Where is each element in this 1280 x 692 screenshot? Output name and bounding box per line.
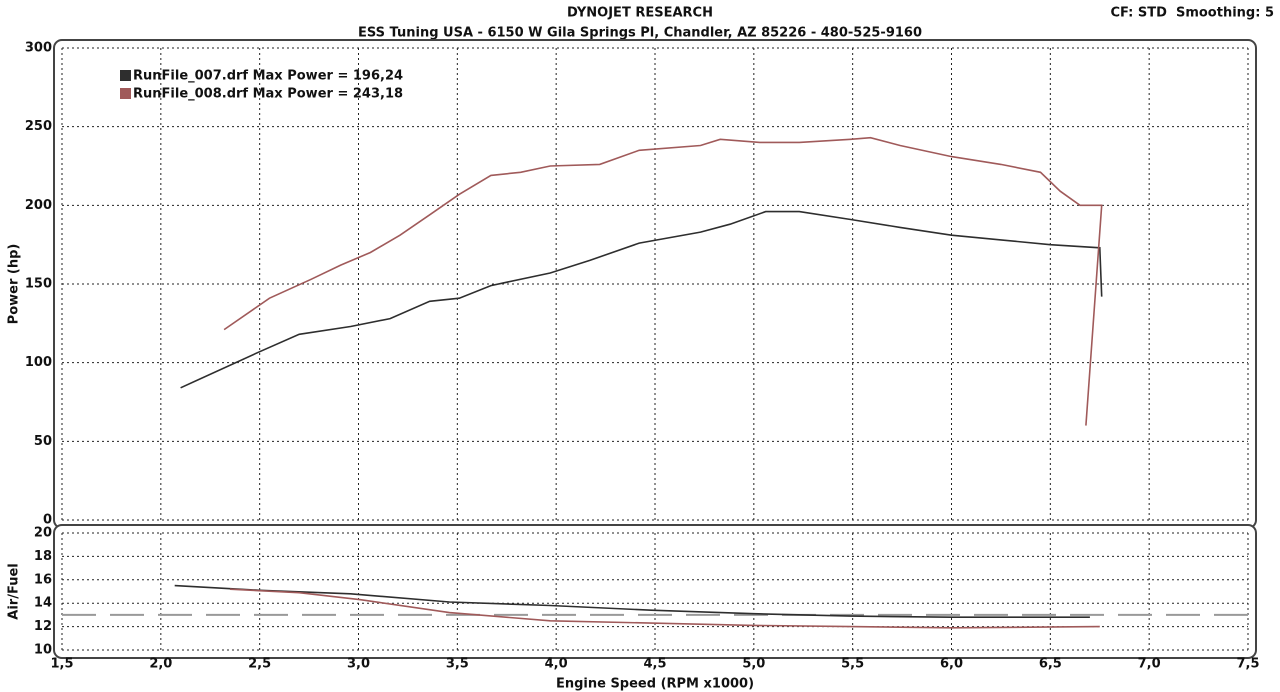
x-axis-label: Engine Speed (RPM x1000) — [556, 677, 754, 692]
y-tick-label: 12 — [34, 619, 52, 634]
x-tick-label: 6,5 — [1039, 657, 1062, 672]
x-tick-label: 5,5 — [841, 657, 864, 672]
x-tick-label: 3,0 — [347, 657, 370, 672]
series-line — [229, 588, 1100, 629]
y-tick-label: 200 — [25, 198, 52, 213]
x-tick-label: 2,0 — [149, 657, 172, 672]
y-axis-label: Power (hp) — [7, 244, 22, 325]
y-tick-label: 16 — [34, 572, 52, 587]
x-tick-label: 3,5 — [446, 657, 469, 672]
y-tick-label: 14 — [34, 596, 52, 611]
legend-entry: RunFile_007.drf Max Power = 196,24 — [133, 69, 403, 84]
y-tick-label: 300 — [25, 41, 52, 56]
y-tick-label: 20 — [34, 526, 52, 541]
x-tick-label: 5,0 — [742, 657, 765, 672]
settings-annotation: CF: STD Smoothing: 5 — [1110, 6, 1274, 21]
y-tick-label: 18 — [34, 549, 52, 564]
x-tick-label: 1,5 — [50, 657, 73, 672]
plot-frame — [53, 524, 1257, 659]
legend-swatch — [120, 88, 131, 99]
x-tick-label: 7,5 — [1236, 657, 1259, 672]
chart-subtitle: ESS Tuning USA - 6150 W Gila Springs Pl,… — [358, 26, 922, 41]
series-line — [174, 584, 1090, 618]
y-tick-label: 250 — [25, 119, 52, 134]
series-line — [223, 136, 1103, 426]
x-tick-label: 4,0 — [545, 657, 568, 672]
x-tick-label: 4,5 — [643, 657, 666, 672]
y-tick-label: 100 — [25, 355, 52, 370]
y-tick-label: 150 — [25, 277, 52, 292]
y-tick-label: 50 — [34, 434, 52, 449]
y-tick-label: 0 — [43, 513, 52, 528]
x-tick-label: 7,0 — [1138, 657, 1161, 672]
legend-swatch — [120, 70, 131, 81]
x-tick-label: 6,0 — [940, 657, 963, 672]
y-tick-label: 10 — [34, 643, 52, 658]
legend-entry: RunFile_008.drf Max Power = 243,18 — [133, 87, 403, 102]
chart-title: DYNOJET RESEARCH — [567, 6, 713, 21]
series-line — [180, 210, 1103, 389]
y-axis-label: Air/Fuel — [7, 563, 22, 619]
x-tick-label: 2,5 — [248, 657, 271, 672]
